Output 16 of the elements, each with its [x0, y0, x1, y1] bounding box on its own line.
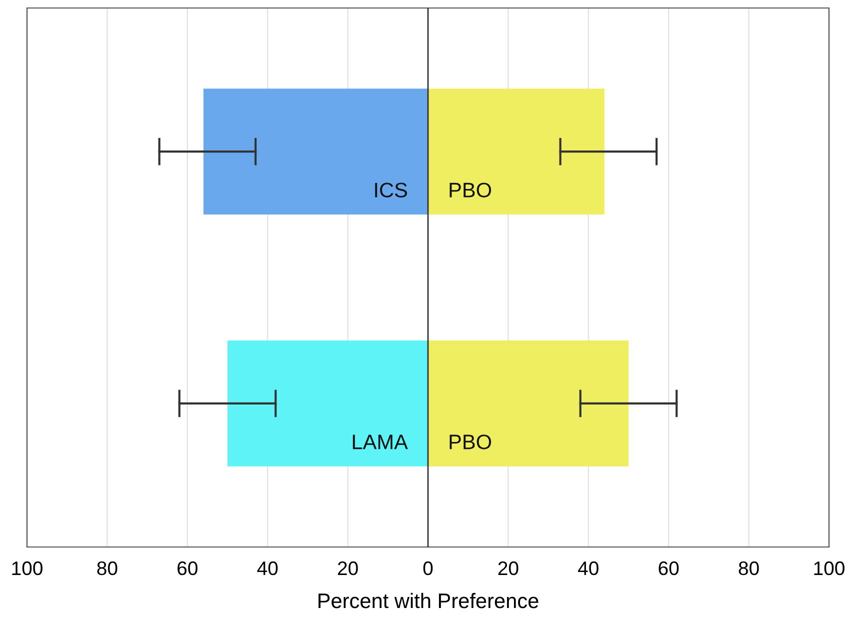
series-label: PBO [450, 182, 492, 198]
x-tick-label: 40 [578, 561, 598, 576]
x-tick-label: 60 [658, 561, 679, 576]
series-label: ICS [375, 182, 407, 198]
series-label: PBO [450, 434, 492, 450]
x-tick-label: 0 [423, 561, 433, 576]
x-tick-label: 100 [814, 561, 844, 576]
x-tick-label: 20 [338, 561, 358, 576]
x-tick-label: 20 [498, 561, 518, 576]
x-axis-title: Percent with Preference [318, 592, 538, 608]
series-label: LAMA [352, 434, 408, 450]
x-tick-label: 100 [12, 561, 42, 576]
x-tick-label: 60 [178, 561, 198, 576]
x-tick-label: 80 [97, 561, 118, 576]
x-tick-label: 80 [738, 561, 759, 576]
x-tick-label: 40 [257, 561, 278, 576]
